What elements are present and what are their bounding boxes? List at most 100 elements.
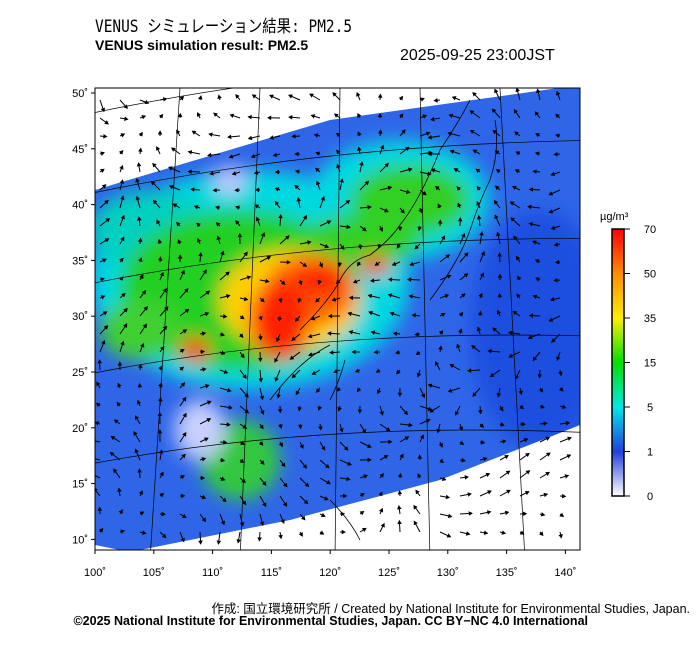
wind-arrow-head [184, 288, 189, 293]
wind-arrow-head [476, 326, 482, 332]
wind-arrow-head [418, 208, 423, 214]
wind-arrow-head [497, 292, 503, 298]
wind-arrow-head [392, 331, 398, 336]
wind-arrow-head [120, 214, 125, 220]
wind-arrow-head [438, 443, 443, 448]
wind-arrow-head [221, 497, 227, 503]
wind-arrow-head [162, 97, 168, 102]
wind-arrow-head [100, 151, 105, 156]
wind-arrow-head [274, 187, 280, 192]
colorbar-tick-label: 15 [644, 358, 656, 370]
wind-arrow-head [514, 374, 520, 380]
wind-arrow-head [385, 426, 391, 432]
wind-arrow-head [260, 460, 265, 465]
wind-arrow-head [314, 167, 320, 173]
lat-tick-label: 40˚ [72, 200, 88, 212]
wind-arrow-head [551, 338, 556, 343]
wind-arrow-head [425, 131, 431, 136]
wind-arrow-head [282, 502, 288, 507]
wind-arrow-head [396, 244, 401, 249]
wind-arrow-head [540, 512, 546, 517]
wind-arrow-head [397, 392, 403, 397]
wind-arrow-head [158, 449, 164, 454]
wind-arrow-head [204, 437, 209, 442]
wind-arrow-head [356, 91, 361, 97]
wind-arrow-head [511, 185, 517, 190]
wind-arrow-head [307, 352, 313, 357]
wind-arrow-head [158, 397, 163, 402]
wind-arrow-head [337, 407, 342, 412]
wind-arrow-head [278, 298, 283, 304]
wind-arrow-head [429, 408, 435, 413]
wind-arrow-head [460, 293, 466, 298]
wind-arrow-head [179, 366, 185, 372]
wind-arrow-head [469, 110, 475, 115]
lon-tick-label: 140˚ [554, 567, 576, 579]
wind-arrow-head [535, 277, 540, 282]
wind-arrow-head [162, 288, 167, 293]
wind-arrow-head [138, 257, 143, 262]
wind-arrow-head [333, 113, 339, 118]
wind-arrow-head [288, 115, 293, 120]
colorbar-ticks: 70 50 35 15 5 1 0 [624, 224, 656, 503]
colorbar-unit: µg/m³ [600, 211, 629, 223]
wind-arrow-head [89, 473, 92, 476]
wind-arrow-head [335, 279, 341, 285]
wind-arrow-head [160, 345, 165, 351]
wind-arrow-head [517, 275, 522, 281]
wind-arrow-head [98, 528, 104, 533]
wind-arrow-head [123, 323, 128, 328]
wind-arrow-head [280, 280, 286, 286]
wind-arrow-head [297, 298, 302, 304]
lon-tick-label: 115˚ [261, 567, 282, 579]
wind-arrow-head [319, 530, 325, 535]
wind-arrow-head [516, 293, 521, 299]
wind-arrow-head [469, 129, 475, 135]
wind-arrow-head [463, 273, 469, 278]
wind-arrow-head [289, 355, 295, 360]
wind-arrow-head [437, 203, 442, 209]
wind-arrow-head [525, 452, 530, 458]
wind-arrow-head [339, 178, 344, 183]
wind-arrow-head [260, 232, 266, 237]
wind-arrow-head [133, 431, 138, 436]
wind-arrow-head [320, 196, 326, 201]
wind-arrow-head [343, 446, 349, 451]
wind-arrow-head [561, 404, 567, 409]
wind-arrow-head [550, 225, 556, 230]
wind-arrow-head [205, 384, 210, 389]
wind-arrow-head [496, 231, 501, 237]
wind-arrow-head [451, 96, 457, 101]
wind-arrow-head [389, 311, 395, 317]
wind-arrow-head [260, 297, 265, 303]
lat-tick-label: 30˚ [72, 311, 88, 323]
wind-arrow-head [141, 115, 147, 120]
wind-arrow-head [157, 256, 163, 261]
wind-arrow-head [240, 353, 245, 359]
wind-arrow-head [421, 393, 426, 399]
wind-arrow-head [518, 390, 523, 396]
colorbar [611, 228, 625, 497]
wind-arrow-head [253, 170, 259, 175]
wind-arrow-head [237, 232, 243, 238]
wind-arrow-head [310, 114, 316, 119]
wind-arrow-head [540, 404, 545, 409]
wind-arrow-head [512, 310, 518, 316]
wind-arrow-head [159, 271, 164, 277]
wind-arrow-head [554, 259, 560, 265]
wind-arrow-head [351, 349, 356, 355]
wind-arrow-head [180, 269, 185, 275]
wind-arrow-head [521, 421, 526, 427]
wind-arrow-head [244, 393, 249, 398]
wind-arrow-head [440, 312, 446, 317]
wind-arrow-head [369, 278, 375, 283]
wind-arrow-head [239, 314, 245, 320]
wind-arrow-head [397, 519, 402, 525]
lat-tick-label: 25˚ [72, 367, 88, 379]
wind-arrow-head [198, 540, 203, 545]
wind-arrow-head [405, 189, 411, 194]
wind-arrow-head [327, 331, 332, 336]
wind-arrow-head [196, 222, 201, 228]
wind-arrow-head [117, 487, 122, 492]
wind-arrow-head [504, 455, 509, 460]
